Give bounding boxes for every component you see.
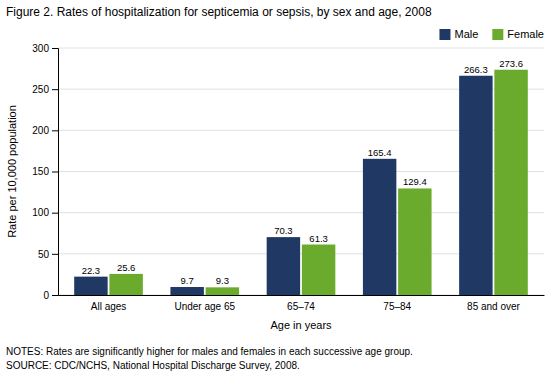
tick: All ages bbox=[91, 301, 127, 312]
tick-label: 0 bbox=[43, 290, 49, 301]
y-axis-title: Rate per 10,000 population bbox=[6, 105, 18, 238]
bar bbox=[267, 237, 300, 295]
data-label: 22.3 bbox=[82, 265, 101, 276]
tick: 100 bbox=[32, 207, 58, 218]
tick: 200 bbox=[32, 125, 58, 136]
tick: 250 bbox=[32, 84, 58, 95]
tick: 50 bbox=[38, 249, 58, 260]
tick-mark bbox=[52, 172, 58, 173]
legend-swatch bbox=[492, 29, 503, 40]
tick: 0 bbox=[43, 290, 58, 301]
tick-mark bbox=[52, 295, 58, 296]
title: Figure 2. Rates of hospitalization for s… bbox=[6, 5, 432, 19]
legend-swatch bbox=[439, 29, 450, 40]
axis-line bbox=[52, 49, 59, 296]
bar bbox=[206, 287, 239, 295]
y-axis: 0 50 100 150 200 250 300 bbox=[32, 43, 58, 301]
grid-line bbox=[58, 48, 544, 49]
bar bbox=[74, 277, 107, 295]
legend: Male Female bbox=[439, 28, 544, 40]
data-label: 25.6 bbox=[117, 262, 136, 273]
tick-label: Under age 65 bbox=[174, 301, 235, 312]
tick: 85 and over bbox=[467, 301, 520, 312]
bar bbox=[170, 287, 203, 295]
data-label: 129.4 bbox=[403, 176, 427, 187]
tick-mark bbox=[52, 213, 58, 214]
tick-mark bbox=[52, 130, 58, 131]
annotation: NOTES: Rates are significantly higher fo… bbox=[6, 346, 413, 357]
legend-item: Male bbox=[439, 28, 478, 40]
bar bbox=[302, 245, 335, 295]
bars bbox=[74, 70, 528, 295]
tick-label: 100 bbox=[32, 207, 49, 218]
tick-label: 150 bbox=[32, 166, 49, 177]
tick-label: 200 bbox=[32, 125, 49, 136]
bar bbox=[398, 188, 431, 295]
tick-label: 250 bbox=[32, 84, 49, 95]
x-axis: All ages Under age 65 65–74 75–84 85 and ove… bbox=[59, 296, 545, 313]
legend-label: Male bbox=[454, 28, 478, 40]
chart: Figure 2. Rates of hospitalization for s… bbox=[0, 0, 560, 377]
bar bbox=[109, 274, 142, 295]
legend-item: Female bbox=[492, 28, 544, 40]
data-label: 9.7 bbox=[181, 275, 194, 286]
bar bbox=[363, 159, 396, 295]
tick: Under age 65 bbox=[174, 301, 235, 312]
series bbox=[109, 70, 527, 295]
data-label: 266.3 bbox=[464, 64, 488, 75]
tick: 65–74 bbox=[287, 301, 315, 312]
tick-label: 75–84 bbox=[383, 301, 411, 312]
grid bbox=[58, 48, 544, 295]
data-label: 165.4 bbox=[368, 147, 392, 158]
tick: 300 bbox=[32, 43, 58, 54]
data-label: 9.3 bbox=[216, 275, 229, 286]
data-label: 273.6 bbox=[499, 58, 523, 69]
annotation: SOURCE: CDC/NCHS, National Hospital Disc… bbox=[6, 360, 300, 371]
tick-mark bbox=[52, 48, 58, 49]
tick-mark bbox=[52, 254, 58, 255]
bar bbox=[459, 76, 492, 295]
tick-label: 85 and over bbox=[467, 301, 520, 312]
tick-mark bbox=[52, 89, 58, 90]
tick-label: All ages bbox=[91, 301, 127, 312]
tick-label: 300 bbox=[32, 43, 49, 54]
legend-label: Female bbox=[507, 28, 544, 40]
tick-label: 65–74 bbox=[287, 301, 315, 312]
bar bbox=[494, 70, 527, 295]
tick: 75–84 bbox=[383, 301, 411, 312]
plot: 0 50 100 150 200 250 300 All ages Under age 65 65… bbox=[6, 43, 545, 331]
tick-label: 50 bbox=[38, 249, 50, 260]
x-axis-title: Age in years bbox=[270, 319, 332, 331]
series bbox=[74, 76, 492, 295]
data-label: 61.3 bbox=[309, 233, 328, 244]
tick: 150 bbox=[32, 166, 58, 177]
data-labels: 22.3 9.7 70.3 165.4 266.3 25.6 9.3 61.3 129.4 273… bbox=[82, 58, 523, 287]
axis-line bbox=[59, 295, 545, 296]
data-label: 70.3 bbox=[274, 225, 293, 236]
